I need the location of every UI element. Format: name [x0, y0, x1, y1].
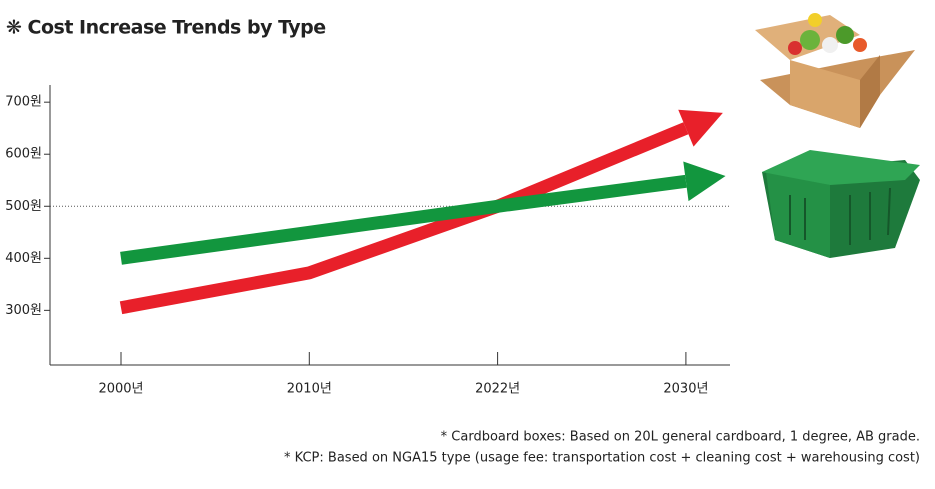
y-tick-label: 500원	[5, 199, 42, 214]
x-tick-label: 2000년	[98, 382, 143, 397]
basket-illustration	[762, 150, 920, 258]
x-tick-label: 2010년	[287, 382, 332, 397]
arrow-head	[678, 109, 723, 147]
footnote: * KCP: Based on NGA15 type (usage fee: t…	[284, 451, 920, 466]
y-tick-label: 700원	[5, 95, 42, 110]
arrow-head	[683, 161, 726, 202]
chart-title: ❋ Cost Increase Trends by Type	[6, 17, 326, 39]
x-tick-label: 2030년	[663, 382, 708, 397]
x-tick-label: 2022년	[475, 382, 520, 397]
y-tick-label: 600원	[5, 147, 42, 162]
y-tick-label: 300원	[5, 303, 42, 318]
trend-line	[120, 174, 687, 265]
box-illustration	[755, 13, 915, 128]
footnote: * Cardboard boxes: Based on 20L general …	[441, 430, 920, 445]
y-tick-label: 400원	[5, 251, 42, 266]
trend-line	[119, 122, 689, 315]
